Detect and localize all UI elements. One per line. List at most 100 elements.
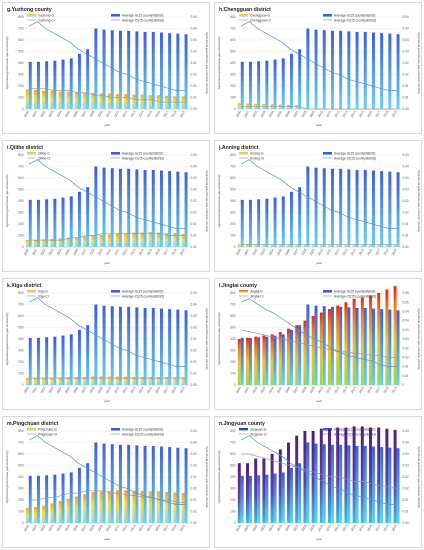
right-tick-label: 0.04 [403,441,409,445]
x-tick-label: 2003 [48,386,55,394]
bar-county-g [270,244,274,247]
bar-avg-g [289,191,293,247]
bar-avg-g [159,308,163,385]
bar-avg-g [168,447,172,523]
bar-county-g [157,491,160,523]
left-tick-label: 300 [230,211,236,215]
right-tick-label: 0.03 [403,176,409,180]
bar-avg-g [371,32,375,109]
left-tick-label: 700 [230,165,236,169]
bar-avg-g [347,169,351,247]
x-tick-label: 2013 [342,110,349,118]
right-tick-label: 0.02 [403,61,409,65]
x-tick-label: 2005 [64,524,71,532]
legend-avg-g: Average-G(15 county/district) [334,290,375,294]
x-tick-label: 2019 [179,110,186,118]
x-tick-label: 2003 [48,524,55,532]
right-tick-label: 0.01 [191,372,197,376]
x-tick-label: 2012 [121,524,128,532]
bar-avg-g [110,444,114,523]
x-tick-label: 2003 [260,386,267,394]
x-tick-label: 2017 [374,524,381,532]
bar-county-g [25,89,29,109]
right-tick-label: 0.00 [403,107,409,111]
x-tick-label: 2009 [309,524,316,532]
bar-avg-g [273,59,277,109]
right-tick-label: 0.01 [403,84,409,88]
right-tick-label: 0.02 [191,61,197,65]
legend-swatch-avg-g [323,428,332,431]
bar-county-g [99,491,103,523]
x-tick-label: 2008 [301,248,308,256]
panel-title: m.Pingchuan district [7,421,59,427]
bar-avg-g [168,171,172,247]
left-tick-label: 0 [22,107,24,111]
bar-avg-g [322,444,326,523]
x-tick-label: 2004 [56,248,63,256]
x-tick-label: 2005 [276,110,283,118]
bar-avg-g [151,169,155,247]
x-tick-label: 2008 [301,386,308,394]
right-tick-label: 0.01 [191,498,197,502]
bar-avg-g [176,447,180,523]
right-tick-label: 0.02 [191,487,197,491]
bar-avg-g [306,28,310,109]
bar-avg-g [45,337,49,385]
left-tick-label: 0 [234,107,236,111]
right-tick-label: 0.00 [403,521,409,525]
bar-avg-g [77,53,81,109]
bar-avg-g [36,199,40,247]
bar-county-g [344,302,348,385]
x-tick-label: 2001 [243,386,250,394]
legend-swatch-avg-g [323,14,332,17]
bar-avg-g [322,30,326,110]
x-tick-label: 2017 [162,248,169,256]
right-tick-label: 0.04 [191,429,197,433]
x-tick-label: 2007 [80,524,87,532]
bar-county-g [91,235,95,247]
x-axis-label: year [104,261,110,265]
x-tick-label: 2008 [301,524,308,532]
bar-avg-g [265,474,269,523]
legend-avg-ci: Average-CI(15 county/district) [122,294,164,298]
bar-county-g [303,244,307,247]
bar-avg-g [184,34,188,109]
chart-panel-m: m.Pingchuan district Pingchuan-G Pingchuan… [2,416,210,548]
right-tick-label: 0.02 [403,211,409,215]
panel-title: g.Yuzhong county [7,7,52,13]
bar-avg-g [135,445,139,523]
bar-county-g [352,244,356,247]
legend-county-ci: Xigu-CI [38,294,49,298]
right-tick-label: 0.03 [191,188,197,192]
right-tick-label: 0.01 [191,234,197,238]
bar-avg-g [363,31,367,110]
bar-county-g [50,377,54,385]
bar-avg-g [248,475,252,523]
right-tick-label: 0.04 [191,291,197,295]
bar-avg-g [240,61,244,109]
bar-avg-g [273,335,277,385]
bar-county-g [124,376,128,385]
bar-avg-g [314,29,318,109]
legend-avg-ci: Average-CI(15 county/district) [122,432,164,436]
left-tick-label: 600 [230,38,236,42]
x-tick-label: 2015 [146,248,153,256]
bar-avg-g [151,307,155,385]
x-tick-label: 2001 [31,110,38,118]
y-axis-label-right: Agricultural greenhouse gas emission int… [205,446,209,508]
bar-county-g [140,94,144,109]
bar-avg-g [322,306,326,385]
line-county-ci [241,453,397,489]
bar-avg-g [127,168,131,247]
line-avg-ci [240,298,397,367]
bar-avg-g [298,49,302,109]
bar-county-g [303,320,307,385]
bar-county-g [50,238,54,247]
y-axis-label-left: Agricultural greenhouse gas emission(t) [217,313,221,366]
x-tick-label: 2017 [374,110,381,118]
bar-county-g [336,244,340,247]
bar-county-g [173,96,177,109]
bar-avg-g [371,308,375,385]
x-tick-label: 2003 [260,248,267,256]
